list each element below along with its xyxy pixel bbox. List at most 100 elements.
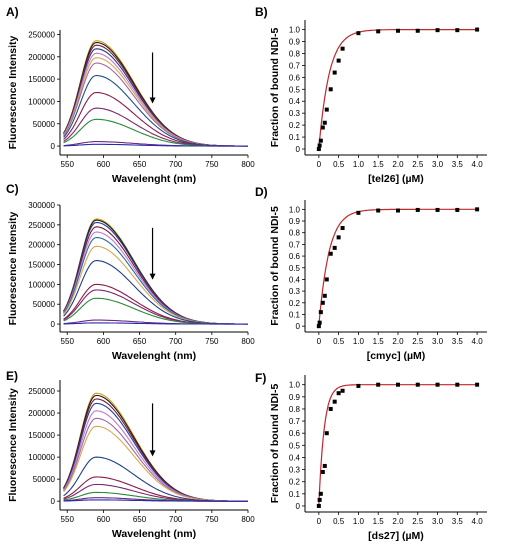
x-tick-label: 650 (133, 160, 147, 169)
x-tick-label: 0.5 (333, 517, 345, 526)
data-point (415, 382, 420, 387)
data-point (322, 293, 327, 298)
x-tick-label: 800 (241, 515, 255, 524)
data-point (376, 29, 381, 34)
x-tick-label: 2.0 (392, 337, 404, 346)
arrow-head (149, 273, 156, 280)
x-tick-label: 2.5 (412, 517, 424, 526)
panel-letter: A) (6, 5, 19, 19)
data-point (316, 324, 321, 329)
data-point (320, 469, 325, 474)
x-tick-label: 700 (169, 515, 183, 524)
data-point (435, 28, 440, 33)
y-tick-label: 0.7 (289, 417, 301, 426)
x-tick-label: 550 (61, 160, 75, 169)
arrow-head (149, 450, 156, 457)
y-axis-label: Fraction of bound NDI-5 (269, 28, 281, 148)
y-tick-label: 0.5 (289, 264, 301, 273)
data-point (328, 406, 333, 411)
x-tick-label: 550 (61, 515, 75, 524)
x-tick-label: 2.0 (392, 160, 404, 169)
y-tick-label: 150000 (28, 431, 55, 440)
data-point (317, 143, 322, 148)
data-point (336, 391, 341, 396)
y-tick-label: 0.7 (289, 240, 301, 249)
panel-letter: C) (6, 182, 19, 196)
x-tick-label: 700 (169, 337, 183, 346)
x-axis-label: [cmyc] (µM) (367, 350, 426, 362)
data-point (317, 320, 322, 325)
x-tick-label: 1.5 (373, 160, 385, 169)
x-tick-label: 1.0 (353, 517, 365, 526)
x-tick-label: 0.5 (333, 337, 345, 346)
y-tick-label: 250000 (28, 387, 55, 396)
data-point (395, 382, 400, 387)
x-axis-label: Wavelenght (nm) (112, 528, 196, 540)
spectrum-line (63, 40, 248, 147)
x-axis-label: Wavelenght (nm) (112, 173, 196, 185)
data-point (455, 207, 460, 212)
spectrum-line (63, 499, 248, 502)
y-tick-label: 0.4 (289, 275, 301, 284)
data-point (318, 491, 323, 496)
data-point (332, 399, 337, 404)
y-axis-label: Fraction of bound NDI-5 (269, 384, 281, 504)
data-point (328, 251, 333, 256)
y-tick-label: 0 (296, 322, 301, 331)
y-tick-label: 0.8 (289, 229, 301, 238)
panel-letter: B) (255, 5, 268, 19)
x-tick-label: 0 (317, 517, 322, 526)
y-axis-label: Fluorescence Intensity (7, 388, 19, 502)
y-tick-label: 0.9 (289, 217, 301, 226)
data-point (317, 497, 322, 502)
y-tick-label: 150000 (28, 75, 55, 84)
spectrum-line (63, 107, 248, 147)
panel-d: D) 0 0.1 0.2 0.3 0.4 0.5 0.6 0.7 0.8 0.9 1.0 0 0.5 1.0… (255, 185, 487, 362)
panel-e: E) 0 50000 100000 150000 200000 250000 550 600 65… (6, 369, 255, 540)
x-tick-label: 1.0 (353, 337, 365, 346)
y-tick-label: 200000 (28, 409, 55, 418)
x-tick-label: 650 (133, 515, 147, 524)
panel-b: B) 0 0.1 0.2 0.3 0.4 0.5 0.6 0.7 0.8 0.9 1.0 0 0.5 1.0… (255, 5, 487, 185)
x-tick-label: 3.0 (432, 337, 444, 346)
data-point (376, 382, 381, 387)
x-tick-label: 700 (169, 160, 183, 169)
spectrum-line (63, 231, 248, 325)
x-axis-label: [ds27] (µM) (368, 530, 424, 542)
data-point (356, 210, 361, 215)
y-tick-label: 0.4 (289, 453, 301, 462)
y-tick-label: 0.2 (289, 121, 301, 130)
y-tick-label: 0.1 (289, 310, 301, 319)
y-tick-label: 1.0 (289, 381, 301, 390)
data-point (455, 28, 460, 33)
x-tick-label: 2.5 (412, 337, 424, 346)
data-point (356, 383, 361, 388)
y-tick-label: 250000 (28, 30, 55, 39)
panel-a: A) 0 50000 100000 150000 200000 250000 550 600 65… (6, 5, 255, 185)
y-tick-label: 0.2 (289, 299, 301, 308)
data-point (340, 46, 345, 51)
y-tick-label: 250000 (28, 221, 55, 230)
spectrum-line (63, 57, 248, 147)
data-point (332, 245, 337, 250)
y-tick-label: 0.8 (289, 49, 301, 58)
x-tick-label: 2.0 (392, 517, 404, 526)
x-tick-label: 1.5 (373, 517, 385, 526)
x-tick-label: 550 (61, 337, 75, 346)
x-tick-label: 0 (317, 160, 322, 169)
y-tick-label: 0.3 (289, 109, 301, 118)
x-tick-label: 4.0 (472, 160, 484, 169)
y-tick-label: 0.3 (289, 466, 301, 475)
panel-letter: D) (255, 185, 268, 199)
y-tick-label: 0.6 (289, 252, 301, 261)
data-point (415, 207, 420, 212)
y-tick-label: 100000 (28, 280, 55, 289)
y-tick-label: 150000 (28, 261, 55, 270)
spectrum-line (63, 62, 248, 147)
y-tick-label: 0.9 (289, 393, 301, 402)
spectrum-line (63, 218, 248, 325)
x-tick-label: 0 (317, 337, 322, 346)
y-tick-label: 200000 (28, 241, 55, 250)
y-tick-label: 50000 (33, 300, 56, 309)
y-tick-label: 0.7 (289, 61, 301, 70)
